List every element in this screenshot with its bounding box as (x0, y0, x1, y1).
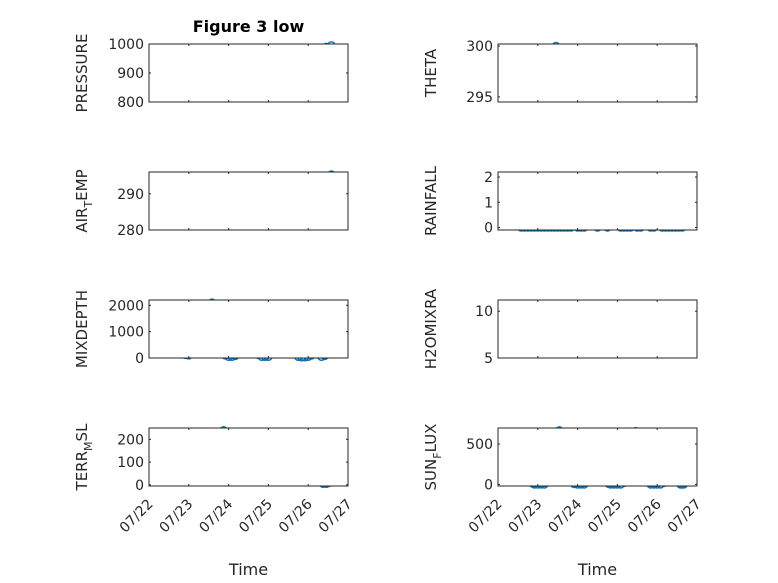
y-axis-label-subscript: T (82, 201, 95, 209)
y-axis-label-rest: SL (73, 423, 91, 442)
y-axis-label: THETA (422, 48, 440, 98)
y-axis-label: SUNFLUX (422, 424, 444, 491)
x-tick-label: 07/23 (506, 496, 546, 536)
y-axis-label: H2OMIXRA (422, 288, 440, 369)
y-tick-label: 900 (117, 66, 144, 82)
y-tick-label: 295 (466, 90, 493, 106)
y-tick-label: 0 (484, 220, 493, 236)
axes-frame (497, 171, 698, 231)
x-axis-label: Time (228, 560, 268, 579)
y-tick-label: 10 (475, 304, 493, 320)
y-tick-label: 100 (117, 455, 144, 471)
y-tick-label: 2000 (108, 298, 144, 314)
subplot-theta: 295 300 THETA (422, 39, 698, 106)
y-tick-label: 500 (466, 437, 493, 453)
y-tick-label: 1000 (108, 325, 144, 341)
x-tick-label: 07/27 (316, 496, 356, 536)
y-axis-label-rest: EMP (73, 169, 91, 200)
figure-title: Figure 3 low (193, 17, 305, 36)
y-axis-label-subscript: F (431, 452, 444, 458)
x-tick-label: 07/22 (466, 496, 506, 536)
subplot-air-temp: 280 290 AIRTEMP (73, 169, 349, 239)
y-axis-label: AIRTEMP (73, 169, 95, 232)
axes-frame (148, 43, 349, 103)
y-tick-label: 0 (135, 351, 144, 367)
subplot-rainfall: 0 1 2 RAINFALL (422, 165, 698, 236)
y-axis-label-rest: LUX (422, 424, 440, 453)
y-tick-label: 5 (484, 351, 493, 367)
x-tick-label: 07/23 (157, 496, 197, 536)
x-tick-label: 07/25 (585, 496, 625, 536)
y-axis-label-subscript: M (82, 441, 95, 451)
x-tick-label: 07/26 (625, 496, 665, 536)
subplot-terr-msl: 07/22 07/23 07/24 07/25 07/26 07/27 0 100 200 TER… (73, 423, 356, 579)
x-axis-label: Time (577, 560, 617, 579)
subplot-h2omixra: 5 10 H2OMIXRA (422, 288, 698, 369)
y-tick-label: 200 (117, 432, 144, 448)
y-tick-label: 0 (484, 477, 493, 493)
subplot-pressure: 800 900 1000 PRESSURE Figure 3 low (73, 17, 349, 113)
y-tick-label: 0 (135, 478, 144, 494)
y-tick-label: 300 (466, 39, 493, 55)
axes-frame (497, 43, 698, 103)
x-tick-label: 07/25 (236, 496, 276, 536)
y-axis-label: TERRMSL (73, 423, 95, 492)
x-tick-label: 07/26 (276, 496, 316, 536)
y-tick-label: 2 (484, 170, 493, 186)
y-axis-label-base: SUN (422, 459, 440, 491)
subplot-sun-flux: 07/22 07/23 07/24 07/25 07/26 07/27 0 500 SUNFLU… (422, 424, 705, 579)
axes-frame (148, 299, 349, 359)
y-tick-label: 800 (117, 95, 144, 111)
y-tick-label: 280 (117, 223, 144, 239)
x-tick-label: 07/27 (665, 496, 705, 536)
x-tick-label: 07/24 (196, 496, 236, 536)
y-axis-label: MIXDEPTH (73, 290, 91, 368)
y-axis-label: PRESSURE (73, 34, 91, 113)
axes-frame (497, 299, 698, 359)
axes-frame (148, 171, 349, 231)
x-tick-label: 07/22 (117, 496, 157, 536)
y-axis-label-base: AIR (73, 208, 91, 233)
subplot-mixdepth: 0 1000 2000 MIXDEPTH (73, 290, 349, 368)
x-tick-label: 07/24 (545, 496, 585, 536)
y-tick-label: 1000 (108, 37, 144, 53)
y-axis-label-base: TERR (73, 451, 91, 492)
axes-frame (497, 427, 698, 487)
y-tick-label: 290 (117, 187, 144, 203)
axes-frame (148, 427, 349, 487)
y-tick-label: 1 (484, 195, 493, 211)
y-axis-label: RAINFALL (422, 165, 440, 236)
